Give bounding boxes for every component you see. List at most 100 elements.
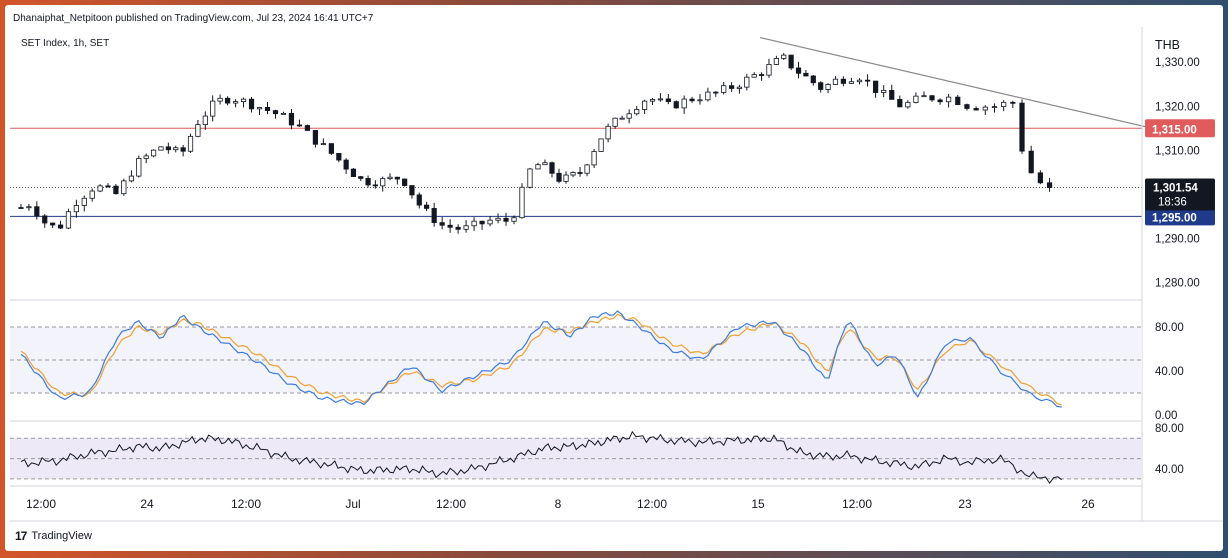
candle-body (447, 224, 453, 228)
candle-body (358, 176, 364, 179)
candle-body (224, 97, 231, 104)
candle-body (729, 85, 735, 89)
time-tick-label: 12:00 (26, 497, 56, 511)
candle-body (1028, 150, 1034, 174)
stochastic-pane[interactable] (10, 310, 1142, 408)
candle-body (542, 162, 548, 166)
price-axis[interactable]: THB 1,330.00 1,320.00 1,310.00 1,290.00 1,28… (1145, 38, 1215, 476)
candle-body (343, 159, 349, 170)
candle-body (991, 106, 998, 108)
tradingview-logo-icon: 17 (15, 529, 27, 543)
candle-body (626, 113, 632, 119)
candle-body (232, 101, 239, 104)
candle-body (394, 176, 400, 180)
candle-body (697, 99, 703, 102)
candle-body (195, 124, 201, 137)
candle-body (264, 107, 271, 111)
candle-body (439, 222, 445, 226)
countdown-label: 18:36 (1158, 197, 1187, 209)
candle-body (50, 222, 56, 226)
candle-body (795, 67, 802, 74)
candle-body (751, 74, 757, 78)
candle-body (240, 98, 247, 102)
chart-card: Dhanaiphat_Netpitoon published on Tradin… (5, 5, 1223, 551)
time-tick-label: 12:00 (842, 497, 872, 511)
candle-body (128, 175, 135, 182)
candle-body (921, 95, 927, 98)
candle-body (591, 151, 597, 166)
candle-body (781, 54, 787, 59)
candle-body (964, 104, 970, 109)
candle-body (905, 102, 911, 108)
rsi-pane[interactable] (10, 430, 1142, 484)
candle-body (519, 186, 525, 219)
currency-label[interactable]: THB (1155, 38, 1180, 52)
candle-body (873, 80, 879, 93)
brand-label: TradingView (31, 530, 92, 542)
candle-body (1001, 101, 1007, 107)
candle-body (423, 204, 430, 209)
time-axis[interactable]: 12:00 24 12:00 Jul 12:00 8 12:00 15 12:00 23 26 (26, 497, 1095, 511)
candle-body (848, 81, 855, 84)
candle-body (503, 217, 509, 222)
candle-body (649, 99, 656, 102)
candle-body (665, 98, 671, 103)
price-horizontal-lines[interactable] (10, 127, 1142, 217)
candle-body (897, 99, 903, 108)
candle-body (736, 86, 743, 89)
candle-body (889, 89, 895, 100)
candle-body (487, 219, 493, 225)
horizontal-line-tag (1145, 207, 1215, 226)
stochastic-tick-label: 0.00 (1155, 410, 1177, 422)
candle-body (479, 220, 485, 225)
candle-body (495, 217, 501, 221)
time-tick-label: 24 (140, 497, 154, 511)
candle-body (165, 146, 171, 151)
candle-body (105, 185, 111, 188)
candle-body (248, 98, 255, 110)
candle-body (818, 82, 824, 90)
candle-body (713, 91, 719, 94)
candle-body (136, 158, 142, 177)
time-tick-label: Jul (345, 497, 360, 511)
candles[interactable] (18, 53, 1053, 234)
candle-body (73, 205, 79, 213)
candle-body (26, 206, 32, 209)
candle-body (955, 96, 961, 105)
candle-body (937, 99, 943, 103)
candle-body (832, 78, 839, 85)
price-pane[interactable] (10, 36, 1187, 234)
candle-body (803, 72, 809, 77)
rsi-tick-label: 40.00 (1155, 464, 1184, 476)
stochastic-k-line (20, 310, 1062, 408)
candle-body (121, 180, 127, 195)
time-tick-label: 15 (751, 497, 765, 511)
candle-body (758, 74, 765, 76)
time-tick-label: 12:00 (436, 497, 466, 511)
candle-body (42, 215, 48, 224)
candle-body (180, 147, 186, 152)
candle-body (312, 130, 319, 145)
candle-body (556, 172, 562, 182)
candle-body (1010, 101, 1016, 104)
trendline[interactable] (759, 36, 1187, 137)
horizontal-line-label: 1,295.00 (1152, 212, 1197, 224)
stochastic-tick-label: 40.00 (1155, 366, 1184, 378)
rsi-tick-label: 80.00 (1155, 423, 1184, 435)
candle-body (945, 96, 952, 103)
candle-body (455, 226, 461, 230)
candle-body (619, 117, 625, 120)
candle-body (402, 178, 408, 186)
symbol-label[interactable]: SET Index, 1h, SET (21, 38, 110, 49)
candle-body (150, 149, 157, 157)
candle-body (202, 115, 208, 126)
candle-body (1046, 182, 1053, 188)
candle-body (173, 147, 179, 151)
candle-body (810, 75, 816, 84)
candle-body (535, 164, 541, 170)
candle-body (158, 146, 164, 151)
candle-body (973, 108, 979, 111)
chart-svg[interactable]: THB 1,330.00 1,320.00 1,310.00 1,290.00 1,28… (5, 5, 1223, 551)
candle-body (272, 110, 279, 115)
tradingview-brand[interactable]: 17 TradingView (15, 529, 92, 543)
